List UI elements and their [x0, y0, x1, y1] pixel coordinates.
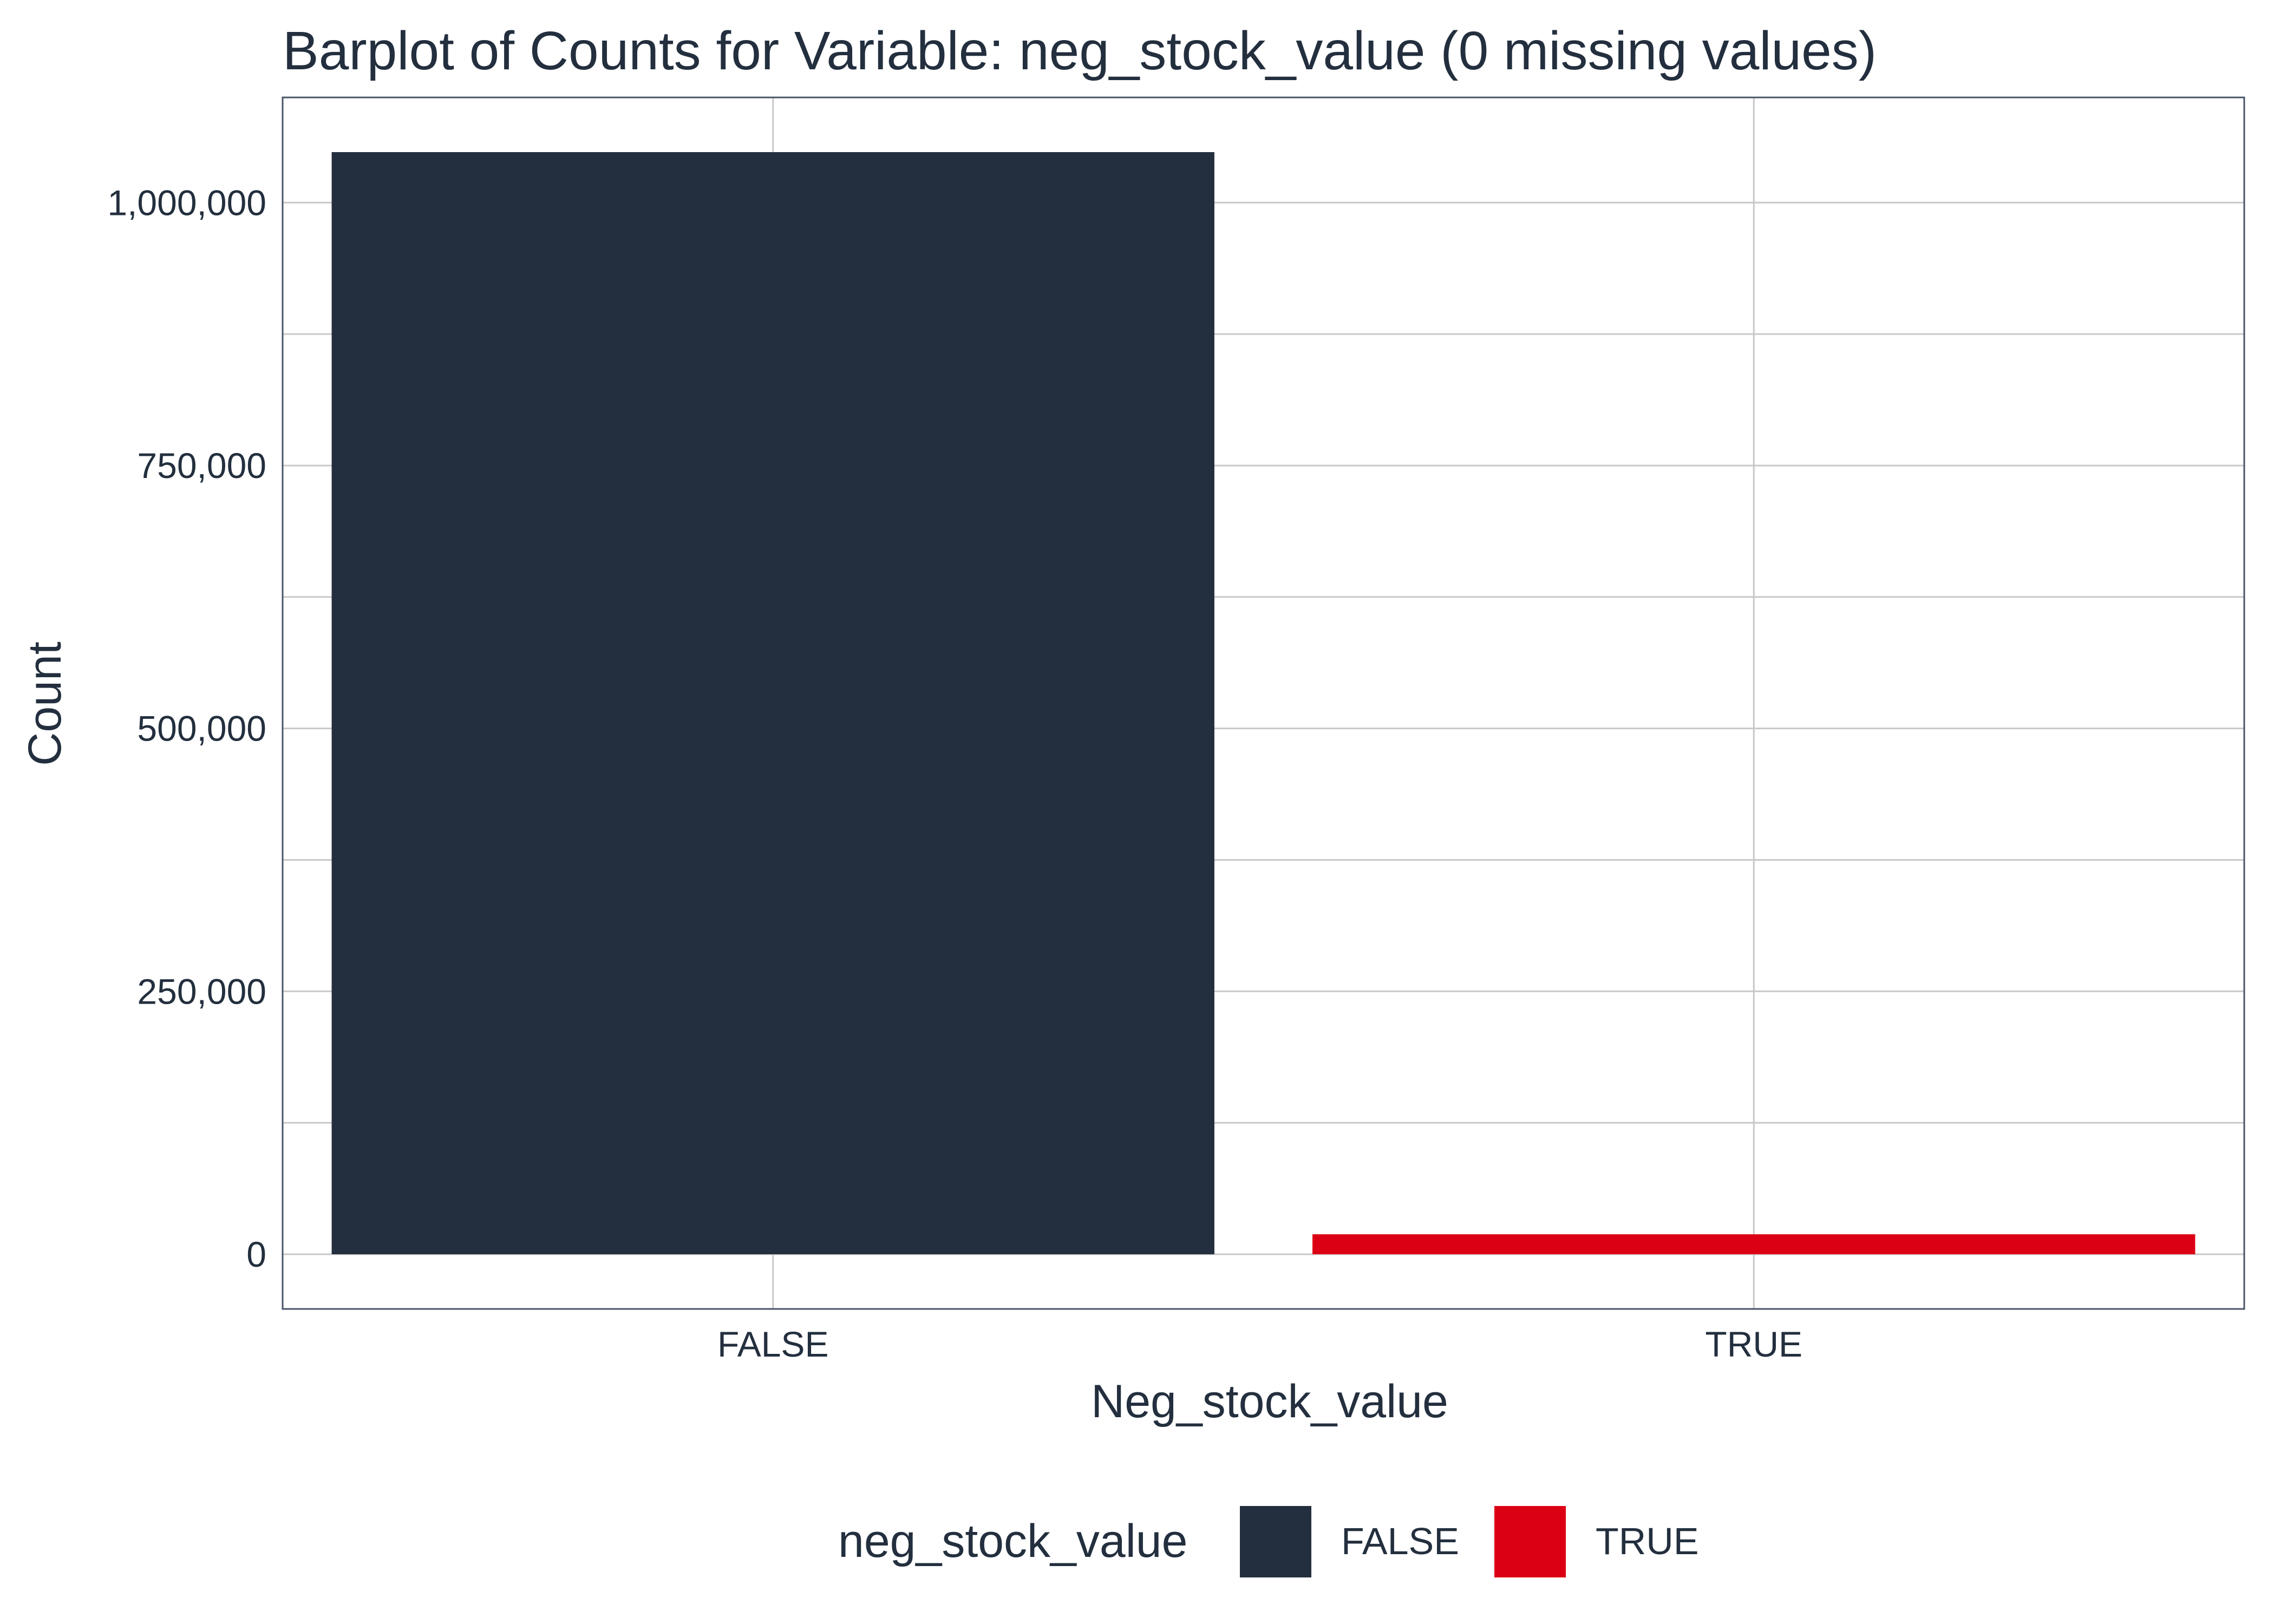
- y-tick-label: 0: [246, 1234, 266, 1274]
- chart-title: Barplot of Counts for Variable: neg_stoc…: [283, 21, 1877, 81]
- legend-label: FALSE: [1341, 1520, 1459, 1562]
- legend-label: TRUE: [1596, 1520, 1699, 1562]
- x-tick-label: TRUE: [1705, 1324, 1802, 1364]
- y-tick-label: 500,000: [137, 709, 266, 749]
- y-tick-label: 750,000: [137, 446, 266, 486]
- y-tick-label: 1,000,000: [107, 182, 266, 222]
- x-axis-ticks: FALSE TRUE: [717, 1324, 1802, 1364]
- legend: neg_stock_value FALSE TRUE: [838, 1506, 1699, 1577]
- y-axis-title: Count: [19, 641, 71, 766]
- legend-title: neg_stock_value: [838, 1515, 1187, 1567]
- y-tick-label: 250,000: [137, 971, 266, 1011]
- y-axis-ticks: 0 250,000 500,000 750,000 1,000,000: [107, 182, 266, 1274]
- bar-true: [1312, 1234, 2195, 1254]
- x-tick-label: FALSE: [717, 1324, 828, 1364]
- legend-key-false: [1240, 1506, 1311, 1577]
- x-axis-title: Neg_stock_value: [1091, 1376, 1448, 1427]
- legend-key-true: [1494, 1506, 1566, 1577]
- bars: [331, 152, 2195, 1254]
- bar-false: [331, 152, 1214, 1254]
- plot-frame: [282, 96, 2245, 1310]
